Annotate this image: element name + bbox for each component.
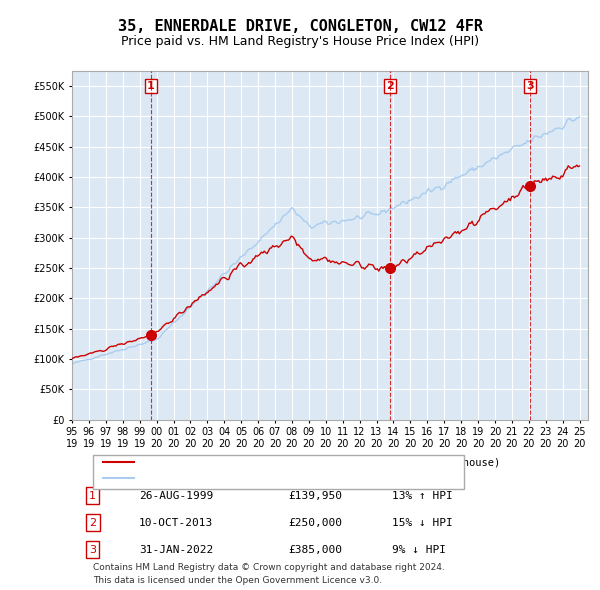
Text: 1: 1 bbox=[89, 491, 96, 501]
Text: 1: 1 bbox=[147, 81, 155, 91]
Text: 15% ↓ HPI: 15% ↓ HPI bbox=[392, 517, 452, 527]
Text: 13% ↑ HPI: 13% ↑ HPI bbox=[392, 491, 452, 501]
FancyBboxPatch shape bbox=[92, 454, 464, 490]
Text: 26-AUG-1999: 26-AUG-1999 bbox=[139, 491, 214, 501]
Text: 10-OCT-2013: 10-OCT-2013 bbox=[139, 517, 214, 527]
Text: Contains HM Land Registry data © Crown copyright and database right 2024.: Contains HM Land Registry data © Crown c… bbox=[92, 563, 445, 572]
Text: HPI: Average price, detached house, Cheshire East: HPI: Average price, detached house, Ches… bbox=[144, 473, 451, 483]
Text: 3: 3 bbox=[526, 81, 534, 91]
Text: £139,950: £139,950 bbox=[289, 491, 343, 501]
Text: 35, ENNERDALE DRIVE, CONGLETON, CW12 4FR: 35, ENNERDALE DRIVE, CONGLETON, CW12 4FR bbox=[118, 19, 482, 34]
Text: 2: 2 bbox=[89, 517, 96, 527]
Text: 3: 3 bbox=[89, 545, 96, 555]
Text: 9% ↓ HPI: 9% ↓ HPI bbox=[392, 545, 446, 555]
Text: £385,000: £385,000 bbox=[289, 545, 343, 555]
Text: 35, ENNERDALE DRIVE, CONGLETON, CW12 4FR (detached house): 35, ENNERDALE DRIVE, CONGLETON, CW12 4FR… bbox=[144, 457, 500, 467]
Text: £250,000: £250,000 bbox=[289, 517, 343, 527]
Text: This data is licensed under the Open Government Licence v3.0.: This data is licensed under the Open Gov… bbox=[92, 575, 382, 585]
Text: 2: 2 bbox=[386, 81, 394, 91]
Text: Price paid vs. HM Land Registry's House Price Index (HPI): Price paid vs. HM Land Registry's House … bbox=[121, 35, 479, 48]
Text: 31-JAN-2022: 31-JAN-2022 bbox=[139, 545, 214, 555]
